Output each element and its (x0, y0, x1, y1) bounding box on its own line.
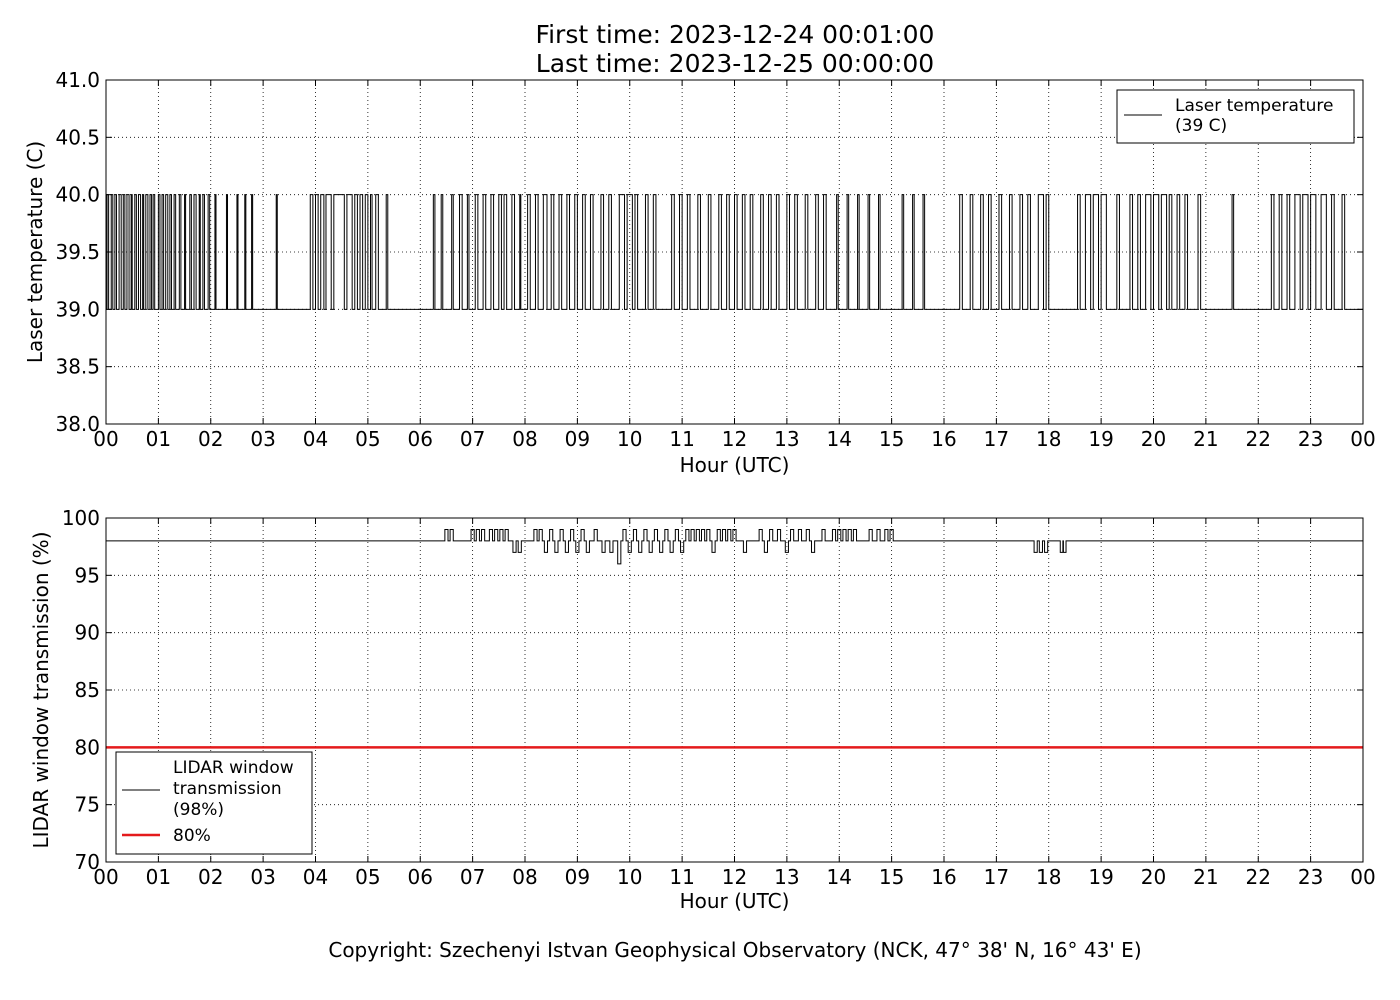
legend-box (1116, 89, 1355, 144)
x-tick-label: 20 (1141, 865, 1166, 889)
x-tick-label: 07 (460, 427, 485, 451)
x-tick-label: 18 (1036, 865, 1061, 889)
legend-box (115, 751, 313, 855)
y-tick-label: 39.5 (55, 240, 100, 264)
x-tick-label: 09 (565, 865, 590, 889)
x-tick-label: 20 (1141, 427, 1166, 451)
plot-frame (105, 79, 1364, 425)
y-axis-label: LIDAR window transmission (%) (29, 532, 53, 849)
x-tick-label: 12 (722, 865, 747, 889)
x-tick-label: 10 (617, 865, 642, 889)
y-tick-label: 40.0 (55, 183, 100, 207)
x-tick-label: 02 (198, 427, 223, 451)
y-tick-label: 38.0 (55, 412, 100, 436)
x-tick-label: 14 (827, 427, 852, 451)
y-tick-label: 85 (75, 678, 100, 702)
x-tick-label: 17 (984, 865, 1009, 889)
legend-label-transmission: transmission (173, 779, 282, 799)
x-tick-label: 05 (355, 865, 380, 889)
plot-frame (105, 517, 1364, 863)
legend-label-threshold: 80% (173, 826, 211, 846)
x-tick-label: 15 (879, 427, 904, 451)
x-tick-label: 17 (984, 427, 1009, 451)
x-tick-label: 04 (303, 865, 328, 889)
x-tick-label: 00 (1350, 427, 1375, 451)
y-tick-label: 39.0 (55, 297, 100, 321)
x-axis-label: Hour (UTC) (680, 453, 790, 477)
copyright-text: Copyright: Szechenyi Istvan Geophysical … (328, 938, 1142, 962)
y-tick-label: 38.5 (55, 355, 100, 379)
x-tick-label: 11 (669, 427, 694, 451)
series-line-2 (106, 528, 1363, 565)
x-tick-label: 09 (565, 427, 590, 451)
x-tick-label: 23 (1298, 865, 1323, 889)
x-tick-label: 12 (722, 427, 747, 451)
x-tick-label: 03 (250, 865, 275, 889)
x-tick-label: 13 (774, 865, 799, 889)
legend-1: Laser temperature(39 C) (1116, 89, 1355, 144)
x-tick-label: 19 (1088, 427, 1113, 451)
x-tick-label: 08 (512, 427, 537, 451)
x-tick-label: 01 (146, 427, 171, 451)
y-tick-label: 70 (75, 850, 100, 874)
x-tick-label: 10 (617, 427, 642, 451)
x-tick-label: 06 (408, 427, 433, 451)
chart-title-line2: Last time: 2023-12-25 00:00:00 (535, 49, 935, 78)
x-tick-label: 04 (303, 427, 328, 451)
legend-label: Laser temperature (1175, 96, 1333, 116)
x-tick-label: 13 (774, 427, 799, 451)
x-tick-label: 08 (512, 865, 537, 889)
x-tick-label: 18 (1036, 427, 1061, 451)
x-tick-label: 06 (408, 865, 433, 889)
x-tick-label: 16 (931, 865, 956, 889)
x-axis-label: Hour (UTC) (680, 889, 790, 913)
x-tick-label: 19 (1088, 865, 1113, 889)
x-tick-label: 00 (1350, 865, 1375, 889)
x-tick-label: 00 (93, 427, 118, 451)
chart-title-line1: First time: 2023-12-24 00:01:00 (535, 20, 935, 49)
x-tick-label: 03 (250, 427, 275, 451)
x-tick-label: 02 (198, 865, 223, 889)
y-tick-label: 95 (75, 563, 100, 587)
x-tick-label: 23 (1298, 427, 1323, 451)
y-tick-label: 75 (75, 793, 100, 817)
chart-panel-1: 00 01 02 03 04 05 06 07 08 09 10 11 12 13 14 15 16 17 18 19… (23, 68, 1376, 477)
y-tick-label: 100 (62, 506, 100, 530)
x-tick-label: 11 (669, 865, 694, 889)
x-tick-label: 00 (93, 865, 118, 889)
x-tick-label: 07 (460, 865, 485, 889)
legend-label-transmission: (98%) (173, 800, 224, 820)
x-tick-label: 22 (1246, 427, 1271, 451)
x-tick-label: 16 (931, 427, 956, 451)
x-tick-label: 21 (1193, 865, 1218, 889)
y-tick-label: 90 (75, 621, 100, 645)
series-line-1 (106, 194, 1363, 310)
legend-label-transmission: LIDAR window (173, 758, 294, 778)
x-tick-label: 05 (355, 427, 380, 451)
legend-label: (39 C) (1175, 116, 1227, 136)
y-tick-label: 80 (75, 735, 100, 759)
x-tick-label: 15 (879, 865, 904, 889)
x-tick-label: 01 (146, 865, 171, 889)
y-tick-label: 41.0 (55, 68, 100, 92)
y-tick-label: 40.5 (55, 125, 100, 149)
x-tick-label: 21 (1193, 427, 1218, 451)
x-tick-label: 22 (1246, 865, 1271, 889)
chart-panel-2: 00 01 02 03 04 05 06 07 08 09 10 11 12 13 14 15 16 17 18 19… (29, 506, 1376, 913)
x-tick-label: 14 (827, 865, 852, 889)
y-axis-label: Laser temperature (C) (23, 141, 47, 363)
